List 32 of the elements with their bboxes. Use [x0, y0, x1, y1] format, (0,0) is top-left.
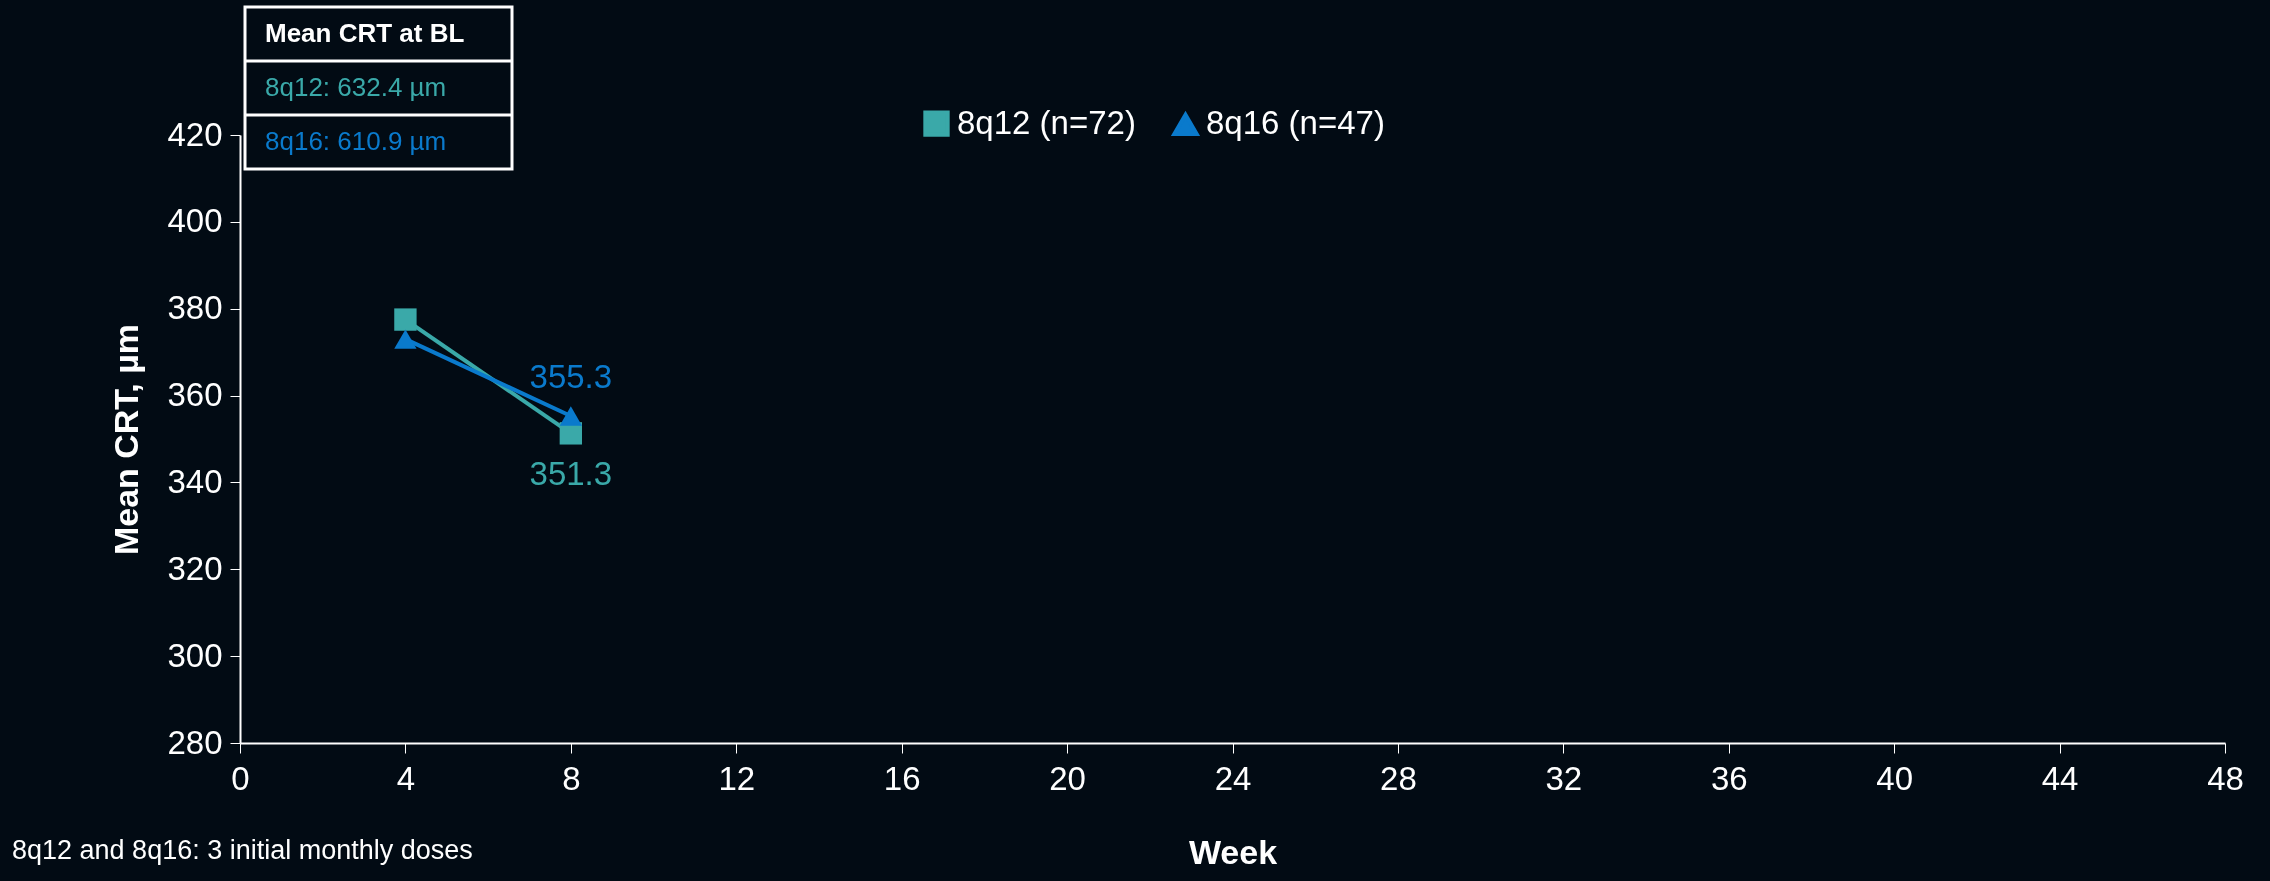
x-tick-label: 16: [883, 759, 921, 797]
data-label: 351.3: [529, 455, 613, 493]
legend-label: 8q16 (n=47): [1206, 104, 1385, 142]
legend-label: 8q12 (n=72): [957, 103, 1136, 141]
y-tick-label: 360: [167, 376, 223, 414]
y-tick-label: 300: [167, 636, 223, 674]
x-tick-label: 8: [562, 759, 581, 797]
x-tick-label: 36: [1710, 759, 1748, 797]
y-tick-label: 340: [167, 462, 223, 500]
point: [394, 308, 417, 331]
x-tick-label: 12: [718, 759, 756, 797]
text: 8q12 and 8q16: 3 initial monthly doses: [12, 835, 473, 865]
y-axis-title: Mean CRT, µm: [107, 323, 146, 556]
y-tick-label: 400: [167, 202, 223, 240]
y-tick-label: 380: [167, 289, 223, 327]
x-tick-label: 44: [2041, 759, 2079, 797]
x-tick-label: 20: [1049, 759, 1086, 797]
y-tick-label: 420: [167, 115, 223, 153]
text: 8q12: 632.4 µm: [265, 72, 447, 102]
annotation: 8q16: 610.9 µm: [265, 126, 447, 156]
x-tick-label: 4: [396, 759, 416, 797]
x-tick-label: 32: [1545, 759, 1583, 797]
x-tick-label: 0: [231, 759, 250, 797]
text: Mean CRT at BL: [265, 18, 465, 48]
x-tick-label: 48: [2207, 759, 2244, 797]
x-tick-label: 40: [1876, 759, 1914, 797]
y-tick-label: 280: [167, 723, 223, 761]
x-tick-label: 24: [1214, 759, 1252, 797]
x-axis-title: Week: [1188, 832, 1278, 871]
x-tick-label: 28: [1380, 759, 1417, 797]
data-label: 355.3: [529, 357, 613, 395]
y-tick-label: 320: [167, 549, 223, 587]
